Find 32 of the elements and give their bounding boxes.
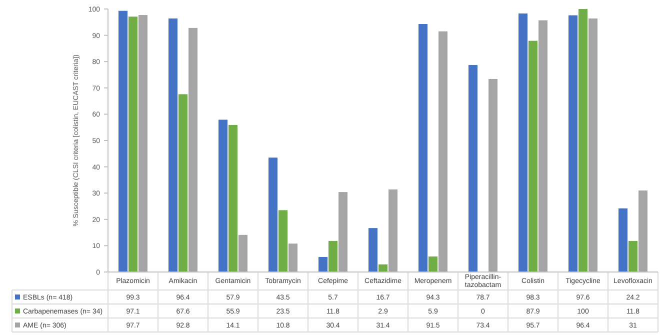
bar [188,28,198,272]
bar [538,20,548,272]
bar [338,192,348,272]
bar [468,65,478,272]
bar [218,120,228,272]
bar [578,9,588,272]
bar [238,234,248,272]
bar [278,210,288,272]
bar [418,24,428,272]
bar [638,190,648,272]
bar [618,208,628,272]
bar [528,40,538,272]
bar [318,257,328,272]
bar [368,228,378,272]
bar [328,240,338,272]
bar [228,124,238,272]
bar [138,15,148,272]
bar [178,94,188,272]
bar [388,189,398,272]
bar [628,240,638,272]
bar [588,18,598,272]
bar [168,18,178,272]
bar [268,158,278,272]
bar [288,244,298,272]
bar [488,78,498,272]
bar [378,264,388,272]
bar [118,10,128,272]
bar [438,31,448,272]
bar [518,13,528,272]
bar [128,16,138,272]
bar [568,15,578,272]
bar [428,256,438,272]
